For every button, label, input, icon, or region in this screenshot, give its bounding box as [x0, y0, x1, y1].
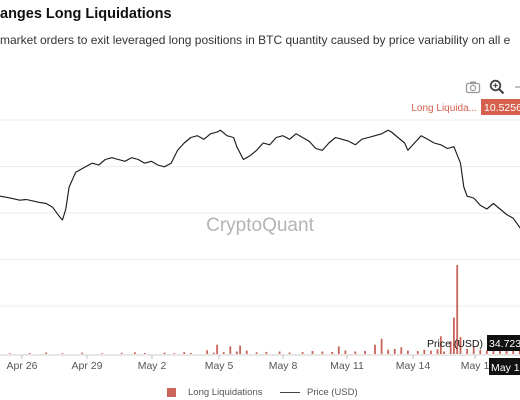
liquidation-bar — [101, 353, 103, 354]
x-tick-label: May 5 — [205, 360, 234, 372]
liquidation-bar — [143, 353, 146, 354]
page-title: anges Long Liquidations — [0, 6, 172, 22]
liquidation-bar — [134, 352, 136, 354]
liquidation-bar — [45, 352, 47, 354]
liquidation-bar — [423, 349, 426, 354]
liquidation-bar — [479, 349, 482, 354]
liquidation-bar — [173, 353, 176, 354]
liquidation-bar — [337, 346, 340, 354]
hover-date-tag — [489, 358, 520, 375]
long-liquidation-value: 10.5256 — [484, 102, 520, 114]
legend-label-price[interactable]: Price (USD) — [307, 387, 358, 398]
liquidation-bar — [239, 345, 241, 354]
liquidation-bar — [344, 350, 347, 354]
price-value-tag — [487, 335, 520, 351]
liquidation-bar — [255, 352, 258, 354]
liquidation-bar — [288, 352, 291, 354]
liquidation-bar — [512, 349, 515, 354]
x-tick-label: May 8 — [269, 360, 298, 372]
x-axis-ticks: Apr 26 Apr 29 May 2 May 5 May 8 May 11 May 14 M… — [7, 355, 490, 372]
liquidation-bar — [456, 265, 459, 354]
liquidation-bar — [380, 338, 383, 354]
liquidation-bar — [459, 337, 462, 354]
pan-icon[interactable] — [512, 78, 520, 96]
legend-swatch-long-liquidations[interactable] — [167, 388, 176, 397]
camera-icon[interactable] — [464, 78, 482, 96]
liquidation-bar — [120, 352, 123, 354]
liquidation-bar — [61, 353, 64, 354]
liquidation-bar — [387, 349, 390, 354]
liquidation-bar — [374, 344, 376, 354]
liquidation-bar — [364, 351, 366, 354]
liquidation-bar — [301, 352, 304, 354]
zoom-icon[interactable] — [488, 78, 506, 96]
liquidation-bar — [216, 344, 218, 354]
long-liquidation-tag-label: Long Liquida... — [411, 103, 477, 114]
liquidation-bar — [183, 352, 186, 354]
liquidation-bar — [235, 351, 238, 354]
liquidation-bar — [453, 317, 455, 354]
liquidation-bar — [443, 351, 445, 354]
liquidation-bar — [28, 353, 31, 354]
grid-lines — [0, 119, 520, 307]
liquidation-bar — [278, 351, 281, 354]
x-tick-label: May 14 — [396, 360, 431, 372]
liquidation-bar — [229, 346, 232, 354]
liquidation-bar — [393, 348, 396, 354]
x-tick-label: May 11 — [330, 360, 364, 372]
x-tick-label: May 1 — [461, 360, 490, 372]
liquidation-bar — [189, 353, 192, 354]
liquidation-bar — [163, 352, 166, 354]
liquidation-bar — [436, 349, 439, 354]
legend-swatch-price[interactable] — [280, 392, 300, 393]
liquidation-bar — [466, 348, 468, 354]
liquidation-bar — [206, 350, 209, 354]
liquidation-bar — [505, 348, 508, 354]
page-subtitle: market orders to exit leveraged long pos… — [0, 33, 511, 47]
liquidation-bar — [492, 348, 495, 354]
liquidation-bar — [222, 352, 225, 354]
liquidation-bar — [407, 350, 409, 354]
liquidation-bar — [430, 350, 432, 354]
price-value: 34.723 — [489, 338, 520, 350]
liquidation-bar — [245, 350, 248, 354]
liquidation-bar — [439, 336, 442, 354]
price-series-line — [0, 129, 520, 229]
liquidation-bar — [449, 341, 452, 354]
x-tick-label: May 2 — [138, 360, 167, 372]
liquidation-bar — [265, 351, 268, 354]
watermark: CryptoQuant — [206, 215, 314, 236]
liquidation-bar — [212, 352, 215, 354]
liquidation-bar — [472, 346, 475, 354]
liquidation-bars — [9, 265, 520, 354]
liquidation-bar — [400, 347, 403, 354]
x-tick-label: Apr 29 — [72, 360, 103, 372]
liquidation-bar — [321, 351, 324, 354]
liquidation-bar — [485, 350, 488, 354]
x-tick-label: Apr 26 — [7, 360, 38, 372]
liquidation-bar — [416, 351, 419, 354]
liquidation-bar — [311, 351, 314, 354]
liquidation-bar — [9, 353, 11, 354]
long-liquidation-value-tag — [481, 99, 520, 115]
liquidation-bar — [81, 352, 84, 354]
price-tag-label: Price (USD) — [427, 338, 483, 350]
hover-date: May 1 — [491, 362, 520, 374]
liquidation-bar — [331, 351, 334, 354]
chart-legend: Long Liquidations Price (USD) — [0, 386, 520, 400]
liquidation-bar — [354, 351, 357, 354]
legend-label-long-liquidations[interactable]: Long Liquidations — [188, 387, 263, 398]
